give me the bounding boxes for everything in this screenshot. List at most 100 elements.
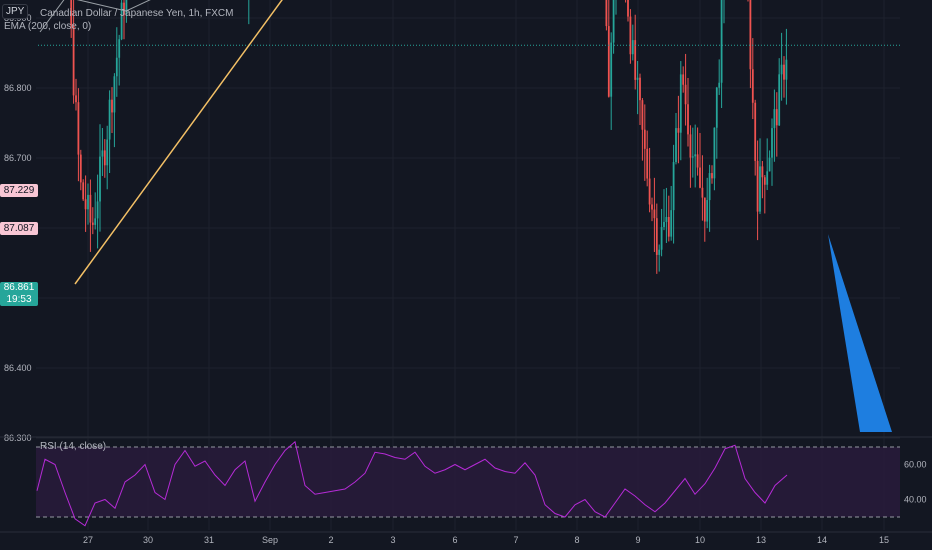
candle-body (711, 173, 713, 179)
candle-body (691, 156, 694, 158)
x-tick-label: 2 (328, 535, 333, 545)
candle-body (715, 87, 718, 128)
candle-body (703, 197, 706, 222)
candle-body (699, 167, 701, 188)
candle-body (610, 42, 613, 97)
candle-body (783, 64, 785, 80)
candle-body (82, 182, 85, 200)
forecast-down-arrow (828, 234, 892, 432)
x-tick-label: 3 (390, 535, 395, 545)
candle-body (694, 154, 697, 157)
candle-body (89, 194, 92, 223)
candle-body (756, 160, 759, 212)
candle-body (653, 209, 656, 219)
candle-body (101, 150, 104, 157)
candle-body (771, 128, 773, 158)
candle-body (780, 64, 783, 75)
candle-body (77, 102, 80, 155)
candle-body (125, 0, 128, 15)
candle-body (91, 222, 94, 225)
candle-body (655, 218, 658, 255)
candle-body (84, 199, 87, 210)
candle-body (113, 76, 116, 113)
candle-body (677, 128, 680, 133)
ascending-trendline (74, 0, 283, 285)
symbol-badge[interactable]: JPY (2, 4, 29, 19)
x-tick-label: 7 (513, 535, 518, 545)
y-tick-label: 86.400 (4, 363, 32, 373)
candle-body (641, 100, 644, 130)
candle-body (70, 0, 73, 26)
ema-legend: EMA (200, close, 0) (4, 21, 92, 32)
candle-body (718, 82, 721, 88)
candle-body (96, 201, 99, 219)
candle-body (106, 139, 109, 166)
x-tick-label: 27 (83, 535, 93, 545)
candle-body (646, 148, 649, 179)
candle-body (660, 227, 663, 250)
rsi-band (36, 447, 900, 517)
x-tick-label: 13 (756, 535, 766, 545)
candle-body (775, 109, 778, 126)
candle-body (648, 178, 651, 205)
candle-body (682, 74, 685, 85)
candle-body (120, 2, 123, 40)
candle-body (643, 129, 646, 149)
candle-body (658, 249, 661, 255)
rsi-legend: RSI (14, close) (40, 441, 107, 452)
x-tick-label: 10 (695, 535, 705, 545)
candle-body (75, 95, 77, 103)
candle-body (706, 200, 709, 222)
candle-body (111, 99, 113, 113)
candle-body (754, 102, 757, 161)
x-tick-label: 15 (879, 535, 889, 545)
y-tick-label: 86.700 (4, 153, 32, 163)
candle-body (639, 77, 641, 101)
candle-body (94, 218, 97, 225)
candle-body (679, 74, 682, 133)
candle-body (612, 0, 615, 43)
y-tick-label: 86.300 (4, 433, 32, 443)
y-tick-label: 86.800 (4, 83, 32, 93)
candle-body (79, 154, 82, 183)
candle-body (773, 109, 776, 129)
candle-body (72, 25, 75, 96)
candle-body (87, 194, 89, 210)
bar-countdown: 19:53 (6, 294, 32, 305)
candle-body (115, 57, 118, 77)
candle-body (665, 217, 668, 222)
x-tick-label: 9 (635, 535, 640, 545)
candle-body (636, 77, 639, 80)
level-lower-tag: 87.087 (0, 222, 38, 235)
candle-body (663, 221, 665, 228)
candle-body (103, 150, 106, 166)
candle-body (108, 99, 111, 140)
candle-body (605, 0, 608, 27)
level-upper-tag: 87.229 (0, 184, 38, 197)
candle-body (759, 166, 761, 212)
candle-body (684, 84, 687, 105)
candle-body (670, 210, 673, 237)
candle-body (631, 40, 634, 55)
candle-body (696, 154, 699, 168)
candle-body (768, 157, 771, 172)
rsi-tick-label: 60.00 (904, 460, 927, 470)
candle-body (675, 128, 677, 163)
candle-body (607, 26, 610, 97)
x-tick-label: Sep (262, 535, 278, 545)
candle-body (667, 217, 670, 237)
candle-body (761, 166, 764, 178)
candle-body (701, 187, 704, 198)
candle-body (785, 59, 788, 80)
last-price-tag: 86.861 19:53 (0, 282, 38, 306)
candle-body (708, 173, 711, 201)
candle-body (749, 0, 752, 70)
candle-body (99, 156, 101, 202)
candle-body (751, 69, 754, 103)
candle-body (118, 39, 121, 58)
candle-body (763, 177, 766, 185)
candle-body (720, 0, 723, 83)
candle-body (651, 204, 653, 210)
